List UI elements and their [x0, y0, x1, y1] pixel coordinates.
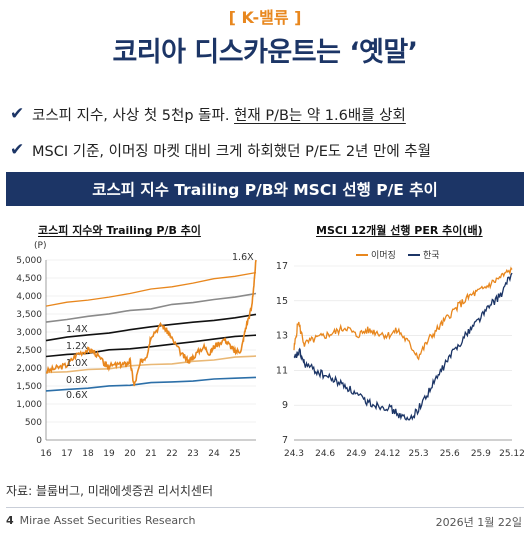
- checkmark-icon: ✔: [10, 140, 25, 160]
- x-tick-label: 17: [61, 449, 72, 459]
- y-tick-label: 13: [276, 331, 288, 342]
- y-tick-label: 5,000: [16, 256, 42, 266]
- bullet-text-main: 코스피 지수, 사상 첫 5천p 돌파.: [32, 107, 235, 124]
- page-number: 4: [6, 514, 14, 527]
- band-label: 1.4X: [66, 324, 88, 335]
- y-tick-label: 500: [25, 418, 42, 428]
- x-tick-label: 16: [40, 449, 52, 459]
- x-tick-label: 25.12: [499, 449, 525, 459]
- kospi-index-line: [45, 259, 257, 387]
- left-chart-title: 코스피 지수와 Trailing P/B 추이: [38, 224, 201, 237]
- x-tick-label: 24.9: [346, 449, 366, 459]
- y-tick-label: 1,500: [16, 382, 42, 392]
- msci-per-chart: 17 15 13 11 9 7 24.3 24.6 24.9 24.12 25.3 25.6 25.9 2…: [276, 250, 525, 459]
- legend-label-korea: 한국: [423, 250, 440, 261]
- y-tick-label: 2,000: [16, 364, 42, 374]
- checkmark-icon: ✔: [10, 104, 25, 124]
- x-tick-label: 24.12: [375, 449, 401, 459]
- x-tick-label: 20: [124, 449, 136, 459]
- y-tick-label: 4,000: [16, 292, 42, 302]
- x-tick-label: 25.9: [471, 449, 491, 459]
- y-tick-label: 4,500: [16, 274, 42, 284]
- legend-label-emerging: 이머징: [371, 250, 396, 261]
- pb-band-line: [45, 355, 257, 374]
- x-tick-label: 24.6: [315, 449, 335, 459]
- y-tick-label: 3,500: [16, 310, 42, 320]
- bullet-text: 코스피 지수, 사상 첫 5천p 돌파. 현재 P/B는 약 1.6배를 상회: [32, 104, 406, 125]
- bullet-list: ✔ 코스피 지수, 사상 첫 5천p 돌파. 현재 P/B는 약 1.6배를 상…: [10, 96, 525, 168]
- band-label: 1.2X: [66, 341, 88, 352]
- footer-divider: [6, 507, 524, 508]
- emerging-per-line: [293, 266, 513, 361]
- y-tick-label: 2,500: [16, 346, 42, 356]
- y-tick-label: 3,000: [16, 328, 42, 338]
- band-label: 1.0X: [66, 358, 88, 369]
- bullet-item: ✔ 코스피 지수, 사상 첫 5천p 돌파. 현재 P/B는 약 1.6배를 상…: [10, 96, 525, 132]
- band-label: 0.6X: [66, 390, 88, 401]
- source-note: 자료: 블룸버그, 미래에셋증권 리서치센터: [6, 484, 213, 498]
- x-tick-label: 25.6: [440, 449, 460, 459]
- y-tick-label: 15: [276, 296, 288, 307]
- pb-band-line: [45, 313, 257, 342]
- footer-date: 2026년 1월 22일: [435, 516, 522, 529]
- x-tick-label: 25: [229, 449, 240, 459]
- org-name: Mirae Asset Securities Research: [19, 514, 196, 527]
- pb-band-line: [45, 271, 257, 307]
- x-tick-label: 18: [82, 449, 94, 459]
- page-title: 코리아 디스카운트는 ‘옛말’: [112, 37, 418, 68]
- footer-org: 4 Mirae Asset Securities Research: [6, 514, 195, 527]
- y-axis-unit-label: (P): [34, 241, 46, 251]
- section-tag: [ K-밸류 ]: [228, 8, 302, 27]
- x-tick-label: 25.3: [409, 449, 429, 459]
- x-tick-label: 24: [208, 449, 220, 459]
- chart-banner: 코스피 지수 Trailing P/B와 MSCI 선행 P/E 추이: [6, 172, 524, 206]
- y-tick-label: 7: [282, 435, 288, 446]
- y-tick-label: 11: [276, 365, 288, 376]
- pb-band-line: [45, 292, 257, 323]
- bullet-item: ✔ MSCI 기준, 이머징 마켓 대비 크게 하회했던 P/E도 2년 만에 …: [10, 132, 525, 168]
- x-tick-label: 24.3: [284, 449, 304, 459]
- x-tick-label: 21: [145, 449, 156, 459]
- kospi-pb-chart: (P) 5,000 4,500 4,000 3,500 3,000 2,500 2,000 1,…: [16, 241, 257, 459]
- y-tick-label: 9: [282, 400, 288, 411]
- right-chart-title: MSCI 12개월 선행 PER 추이(배): [316, 224, 483, 237]
- x-tick-label: 23: [187, 449, 198, 459]
- x-tick-label: 22: [166, 449, 177, 459]
- band-label: 1.6X: [232, 252, 254, 263]
- y-tick-label: 17: [276, 261, 288, 272]
- bullet-text-highlight: 현재 P/B는 약 1.6배를 상회: [234, 107, 406, 124]
- band-label: 0.8X: [66, 375, 88, 386]
- korea-per-line: [293, 272, 513, 421]
- x-tick-label: 19: [103, 449, 115, 459]
- pb-band-line: [45, 376, 257, 392]
- y-tick-label: 1,000: [16, 400, 42, 410]
- bullet-text: MSCI 기준, 이머징 마켓 대비 크게 하회했던 P/E도 2년 만에 추월: [32, 143, 431, 160]
- y-tick-label: 0: [36, 436, 42, 446]
